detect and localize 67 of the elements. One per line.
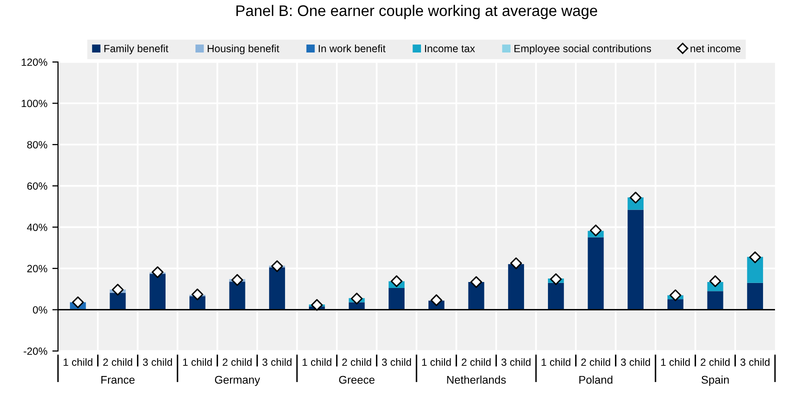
text: Greece xyxy=(339,376,374,384)
point xyxy=(112,284,124,296)
legend-label: Income tax xyxy=(425,44,475,52)
bar xyxy=(707,291,724,310)
x-tick-label: 1 child xyxy=(64,358,92,366)
point xyxy=(430,294,442,306)
bar xyxy=(150,274,166,310)
x-tick-label: 3 child xyxy=(501,358,530,366)
point xyxy=(311,299,323,311)
y-tick-label: 40% xyxy=(26,224,48,232)
x-tick-label: 2 child xyxy=(462,358,491,366)
text: Spain xyxy=(702,376,729,386)
point xyxy=(510,257,522,270)
bar xyxy=(667,299,684,310)
y-tick-label: 20% xyxy=(27,264,48,272)
x-tick-label: 2 child xyxy=(581,358,610,366)
point xyxy=(670,289,682,302)
y-tick-label: 80% xyxy=(27,141,48,148)
x-tick-label: 2 child xyxy=(222,358,252,366)
legend-label: Employee social contributions xyxy=(514,44,652,54)
text: Netherlands xyxy=(447,376,506,384)
x-tick-label: 1 child xyxy=(542,358,570,366)
point xyxy=(350,292,363,304)
bar xyxy=(388,288,405,310)
bar xyxy=(548,282,564,310)
x-tick-label: 1 child xyxy=(302,358,332,366)
bar xyxy=(508,264,524,310)
bar xyxy=(747,282,764,310)
bar xyxy=(229,282,246,310)
point xyxy=(749,251,761,264)
legend-label: Family benefit xyxy=(104,44,168,54)
point xyxy=(271,260,283,272)
x-tick-label: 3 child xyxy=(142,358,172,366)
point xyxy=(709,275,722,288)
x-tick-label: 2 child xyxy=(103,358,132,366)
y-tick-label: -20% xyxy=(24,348,48,355)
x-tick-label: 1 child xyxy=(183,358,212,366)
text: Germany xyxy=(214,376,260,386)
y-tick-label: 60% xyxy=(27,182,48,190)
point xyxy=(192,288,204,300)
point xyxy=(470,276,482,288)
point xyxy=(550,273,562,286)
point xyxy=(590,224,602,236)
point xyxy=(231,274,244,286)
y-tick-label: 100% xyxy=(22,100,48,108)
text: France xyxy=(101,376,135,384)
chart-title: Panel B: One earner couple working at average wage xyxy=(236,4,598,20)
bar xyxy=(628,210,644,310)
x-tick-label: 3 child xyxy=(262,358,292,366)
y-tick-label: 0% xyxy=(32,306,48,314)
x-tick-label: 2 child xyxy=(700,358,730,366)
x-tick-label: 3 child xyxy=(740,358,770,366)
point xyxy=(72,296,84,308)
x-tick-label: 2 child xyxy=(342,358,372,366)
x-tick-label: 3 child xyxy=(620,358,650,366)
bar xyxy=(588,237,604,310)
text: Poland xyxy=(579,376,612,384)
legend-label: In work benefit xyxy=(318,44,386,52)
point xyxy=(390,275,402,288)
x-tick-label: 1 child xyxy=(661,358,690,366)
legend-label: net income xyxy=(690,44,740,52)
point xyxy=(152,266,164,278)
x-tick-label: 3 child xyxy=(382,358,411,366)
bar xyxy=(269,267,286,310)
x-tick-label: 1 child xyxy=(422,358,451,366)
legend-label: Housing benefit xyxy=(208,44,280,54)
y-tick-label: 120% xyxy=(22,58,48,66)
